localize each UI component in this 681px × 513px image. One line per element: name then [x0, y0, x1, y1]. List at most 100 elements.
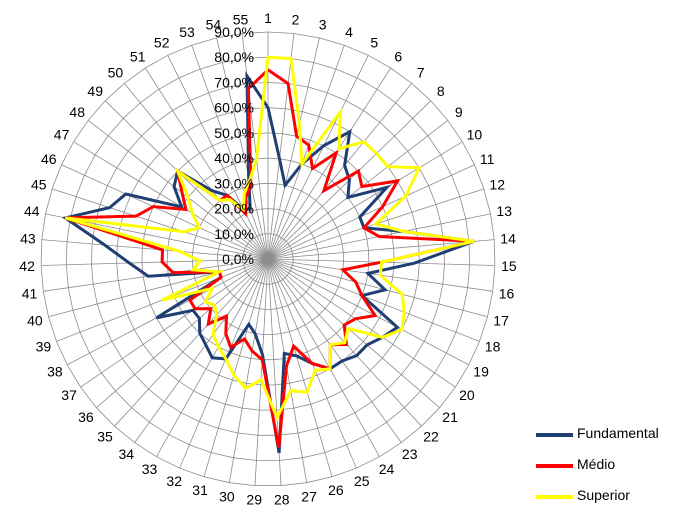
grid-spoke [51, 188, 269, 260]
category-label: 45 [31, 177, 47, 193]
category-label: 16 [499, 285, 515, 301]
grid-spoke [267, 239, 495, 260]
category-label: 47 [54, 127, 70, 143]
grid-spoke [191, 45, 269, 260]
category-label: 49 [87, 83, 103, 99]
category-label: 28 [274, 492, 290, 507]
grid-ring [116, 107, 420, 411]
category-label: 20 [459, 387, 475, 403]
legend-label-superior: Superior [577, 487, 630, 503]
grid-ring [191, 182, 345, 335]
grid-spoke [73, 141, 269, 260]
grid-ring [242, 233, 294, 285]
category-label: 29 [246, 492, 262, 507]
grid-spoke [267, 83, 413, 260]
legend-item-superior: Superior [536, 482, 681, 513]
legend-item-fundamental: Fundamental [536, 420, 681, 451]
grid-spoke [267, 258, 456, 388]
grid-spoke [267, 120, 449, 260]
radial-tick-label: 40,0% [214, 150, 254, 166]
category-label: 30 [219, 489, 235, 505]
grid-spoke [134, 258, 269, 443]
grid-spoke [267, 141, 463, 260]
grid-spoke [80, 258, 269, 388]
radial-tick-label: 30,0% [214, 175, 254, 191]
category-label: 34 [119, 446, 135, 462]
grid-spoke [267, 67, 392, 260]
grid-spoke [228, 258, 269, 483]
category-label: 4 [345, 24, 353, 40]
grid-spoke [267, 258, 440, 409]
grid-spoke [87, 120, 269, 260]
radar-grid [40, 31, 496, 487]
category-label: 37 [61, 387, 77, 403]
category-label: 51 [130, 48, 146, 64]
category-label: 38 [47, 364, 63, 380]
grid-spoke [167, 55, 269, 260]
radial-tick-label: 10,0% [214, 226, 254, 242]
category-label: 52 [154, 35, 170, 51]
category-label: 54 [206, 16, 222, 32]
category-label: 17 [493, 312, 509, 328]
category-label: 1 [264, 10, 272, 26]
grid-spoke [267, 55, 369, 260]
category-label: 9 [455, 104, 463, 120]
category-label: 39 [36, 338, 52, 354]
radial-tick-label: 60,0% [214, 100, 254, 116]
category-label: 15 [501, 258, 517, 274]
category-label: 11 [480, 151, 495, 167]
radial-tick-label: 50,0% [214, 125, 254, 141]
grid-ring [91, 81, 445, 436]
legend-label-fundamental: Fundamental [577, 425, 659, 441]
legend-swatch-medio [536, 464, 573, 468]
grid-spoke [267, 258, 480, 342]
category-label: 36 [78, 409, 94, 425]
grid-spoke [267, 33, 295, 260]
category-label: 23 [402, 446, 418, 462]
grid-spoke [114, 258, 269, 427]
category-label: 26 [328, 482, 344, 498]
category-label: 41 [22, 285, 38, 301]
grid-spoke [241, 33, 269, 260]
category-label: 40 [27, 312, 43, 328]
grid-spoke [267, 164, 475, 260]
legend-swatch-fundamental [536, 433, 573, 437]
grid-spoke [267, 258, 469, 366]
grid-spoke [267, 258, 380, 457]
grid-spoke [216, 37, 269, 260]
category-label: 50 [108, 64, 124, 80]
grid-spoke [179, 258, 269, 469]
radial-tick-label: 80,0% [214, 49, 254, 65]
category-label: 22 [423, 429, 439, 445]
category-label: 27 [301, 489, 317, 505]
grid-spoke [96, 258, 269, 409]
series-line-superior [64, 55, 475, 422]
legend-item-medio: Médio [536, 451, 681, 482]
category-label: 46 [41, 151, 57, 167]
grid-spoke [267, 258, 402, 443]
category-label: 10 [467, 127, 483, 143]
category-label: 12 [489, 177, 505, 193]
category-label: 24 [379, 461, 395, 477]
radial-tick-label: 0,0% [222, 251, 254, 267]
grid-spoke [48, 258, 269, 318]
radial-tick-label: 70,0% [214, 74, 254, 90]
category-label: 14 [500, 230, 516, 246]
category-label: 42 [19, 258, 35, 274]
grid-spoke [267, 258, 488, 318]
grid-spoke [41, 239, 269, 260]
category-label: 35 [97, 429, 113, 445]
category-labels: 1 2 3 4567891011121314151617181920212223242… [19, 10, 517, 507]
grid-ring [65, 56, 471, 461]
radial-tick-label: 20,0% [214, 201, 254, 217]
category-label: 25 [354, 473, 370, 489]
category-label: 6 [394, 48, 402, 64]
grid-spoke [61, 164, 269, 260]
category-label: 3 [319, 16, 327, 32]
category-label: 21 [442, 409, 458, 425]
grid-spoke [144, 67, 269, 260]
category-label: 2 [292, 12, 300, 28]
grid-ring [40, 31, 496, 487]
grid-spoke [203, 258, 269, 477]
legend: Fundamental Médio Superior [536, 420, 681, 513]
